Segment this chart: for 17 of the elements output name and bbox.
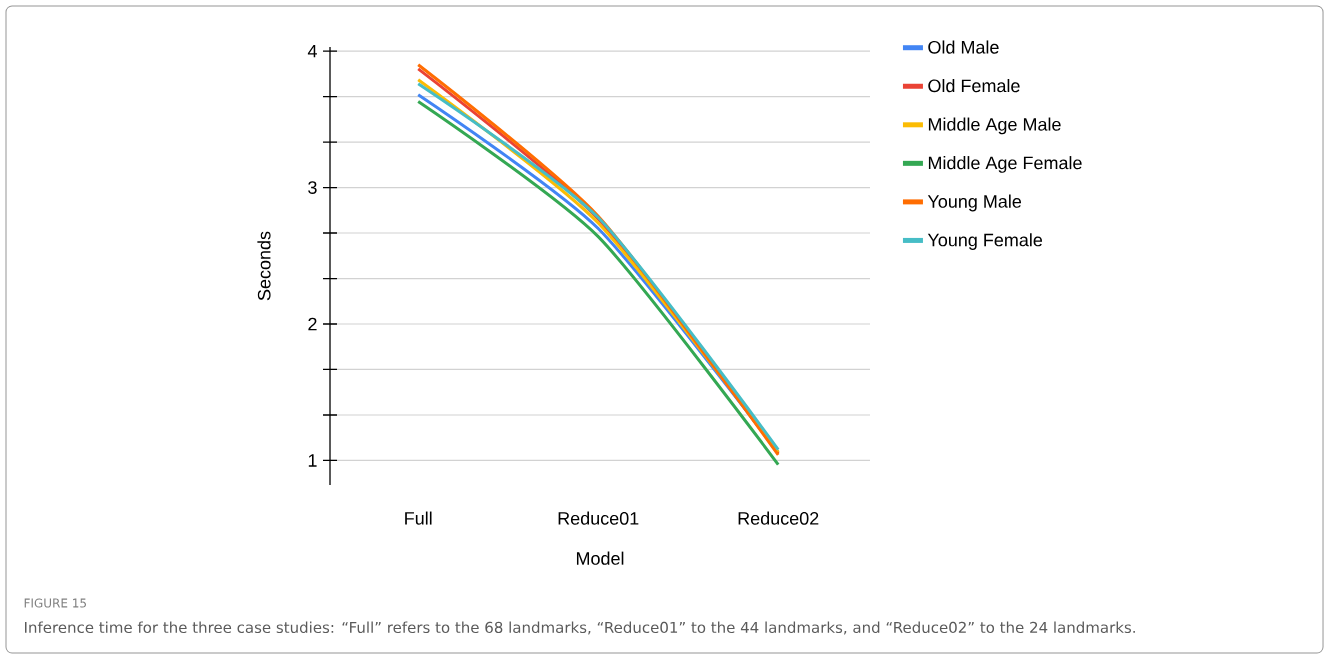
legend-label: Middle Age Male	[928, 117, 1061, 135]
legend-label: Young Male	[927, 194, 1022, 212]
x-tick-label: Reduce02	[738, 511, 819, 525]
x-tick-label: Reduce01	[558, 511, 639, 525]
y-tick-label: 4	[307, 44, 317, 58]
y-tick-label: 2	[308, 317, 317, 331]
y-tick-label: 1	[308, 454, 317, 467]
text: Inference time for the three case studies: “Full” refers to the 68 landmarks, “Reduce01” to the 44 landmarks, and “Reduce02” to the 24 landmarks.	[25, 621, 1135, 635]
legend-label: Old Female	[928, 78, 1020, 93]
legend-label: Young Female	[927, 233, 1043, 250]
x-tick-label: Full	[405, 511, 432, 525]
caption: FIGURE 15	[24, 598, 87, 608]
x-axis-title: Model	[576, 551, 624, 565]
legend-label: Old Male	[928, 40, 999, 54]
y-tick-label: 3	[308, 181, 317, 194]
legend-label: Middle Age Female	[928, 156, 1082, 173]
y-axis-title: Seconds	[257, 231, 271, 301]
